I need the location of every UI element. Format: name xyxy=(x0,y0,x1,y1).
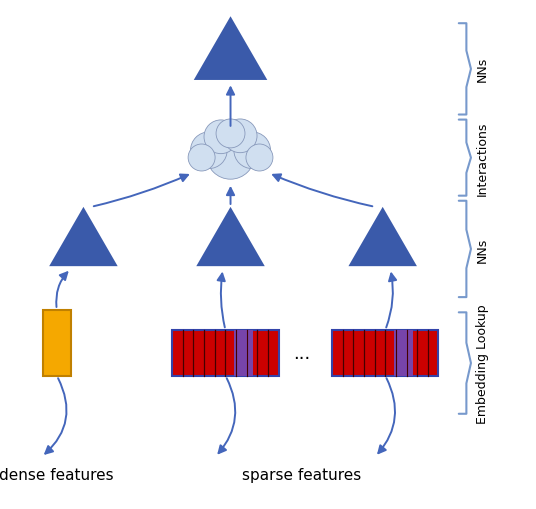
Bar xyxy=(332,330,438,376)
Text: dense features: dense features xyxy=(0,467,114,482)
Polygon shape xyxy=(193,17,267,81)
Bar xyxy=(394,330,413,376)
Circle shape xyxy=(204,121,238,154)
Circle shape xyxy=(216,120,245,149)
Polygon shape xyxy=(196,208,265,267)
Polygon shape xyxy=(49,208,118,267)
Circle shape xyxy=(224,120,257,153)
Circle shape xyxy=(234,133,271,169)
Circle shape xyxy=(190,133,227,169)
Circle shape xyxy=(206,132,255,180)
Circle shape xyxy=(188,145,215,172)
Bar xyxy=(172,330,279,376)
Text: NNs: NNs xyxy=(475,237,488,262)
Bar xyxy=(234,330,253,376)
Text: Interactions: Interactions xyxy=(475,121,488,195)
Text: ...: ... xyxy=(293,344,310,362)
Text: sparse features: sparse features xyxy=(242,467,361,482)
Text: Embedding Lookup: Embedding Lookup xyxy=(475,304,488,423)
Bar xyxy=(43,310,71,376)
Text: NNs: NNs xyxy=(475,57,488,82)
Polygon shape xyxy=(348,208,417,267)
Circle shape xyxy=(246,145,273,172)
